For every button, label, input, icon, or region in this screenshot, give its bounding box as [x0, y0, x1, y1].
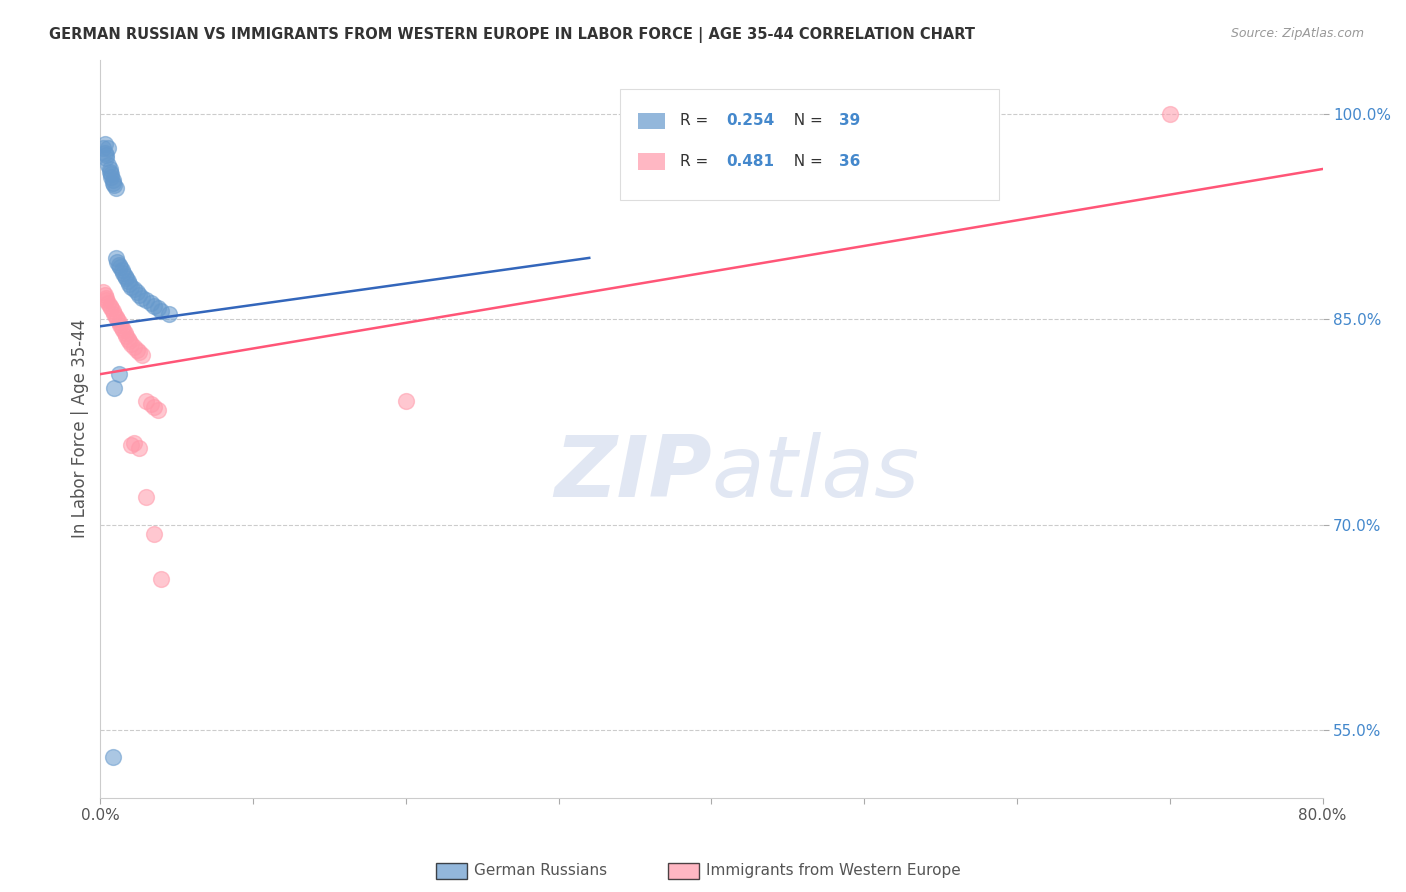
- Point: [148, 402, 170, 417]
- Point: [96, 148, 118, 162]
- Point: [107, 258, 129, 272]
- Point: [98, 165, 121, 179]
- Point: [142, 527, 165, 541]
- Point: [103, 178, 125, 193]
- Point: [101, 173, 124, 187]
- Point: [111, 263, 134, 277]
- Text: 36: 36: [838, 154, 860, 169]
- Point: [112, 266, 135, 280]
- Point: [117, 274, 139, 288]
- Point: [120, 279, 142, 293]
- Text: 0.481: 0.481: [725, 154, 775, 169]
- Point: [103, 381, 125, 395]
- Point: [122, 282, 145, 296]
- Text: R =: R =: [679, 113, 713, 128]
- Text: 39: 39: [838, 113, 860, 128]
- Point: [108, 260, 131, 275]
- Point: [131, 348, 153, 362]
- Point: [150, 304, 173, 318]
- Point: [128, 345, 150, 359]
- Point: [107, 315, 129, 329]
- Point: [98, 161, 121, 176]
- FancyBboxPatch shape: [620, 89, 998, 200]
- Point: [98, 299, 121, 313]
- Point: [150, 572, 173, 586]
- Text: R =: R =: [679, 154, 713, 169]
- Point: [96, 293, 118, 308]
- Point: [101, 304, 124, 318]
- Point: [125, 285, 148, 299]
- Point: [104, 181, 127, 195]
- Text: GERMAN RUSSIAN VS IMMIGRANTS FROM WESTERN EUROPE IN LABOR FORCE | AGE 35-44 CORR: GERMAN RUSSIAN VS IMMIGRANTS FROM WESTER…: [49, 27, 976, 43]
- Point: [128, 288, 150, 302]
- Y-axis label: In Labor Force | Age 35-44: In Labor Force | Age 35-44: [72, 319, 89, 539]
- Point: [93, 285, 115, 299]
- Point: [94, 288, 117, 302]
- Point: [135, 293, 157, 308]
- Point: [103, 307, 125, 321]
- Text: Source: ZipAtlas.com: Source: ZipAtlas.com: [1230, 27, 1364, 40]
- Text: atlas: atlas: [711, 432, 920, 515]
- Point: [104, 251, 127, 265]
- Point: [104, 310, 127, 324]
- Point: [118, 277, 141, 291]
- Point: [108, 318, 131, 332]
- Point: [112, 323, 135, 337]
- Point: [94, 137, 117, 152]
- Point: [157, 307, 180, 321]
- Point: [97, 296, 120, 310]
- Point: [125, 343, 148, 357]
- Point: [135, 394, 157, 409]
- Point: [94, 145, 117, 160]
- Point: [107, 367, 129, 381]
- Point: [118, 334, 141, 349]
- Point: [128, 441, 150, 455]
- Point: [93, 141, 115, 155]
- Point: [114, 268, 136, 283]
- Text: 0.254: 0.254: [725, 113, 775, 128]
- Point: [115, 329, 138, 343]
- Point: [111, 320, 134, 334]
- Point: [120, 438, 142, 452]
- FancyBboxPatch shape: [638, 153, 665, 169]
- Point: [97, 141, 120, 155]
- Text: ZIP: ZIP: [554, 432, 711, 515]
- Text: N =: N =: [783, 113, 827, 128]
- Point: [122, 435, 145, 450]
- Point: [105, 255, 128, 269]
- Point: [100, 170, 122, 185]
- Point: [97, 158, 120, 172]
- Point: [148, 301, 170, 316]
- Point: [120, 337, 142, 351]
- Point: [96, 151, 118, 165]
- Point: [139, 296, 162, 310]
- Point: [142, 299, 165, 313]
- Point: [135, 490, 157, 504]
- Text: Immigrants from Western Europe: Immigrants from Western Europe: [706, 863, 960, 878]
- Point: [131, 291, 153, 305]
- Point: [395, 394, 418, 409]
- FancyBboxPatch shape: [638, 112, 665, 129]
- Point: [115, 271, 138, 285]
- Point: [100, 168, 122, 182]
- Point: [101, 750, 124, 764]
- Point: [117, 332, 139, 346]
- Point: [101, 176, 124, 190]
- Text: German Russians: German Russians: [474, 863, 607, 878]
- Point: [142, 400, 165, 414]
- Point: [105, 312, 128, 326]
- Point: [114, 326, 136, 340]
- Text: N =: N =: [783, 154, 827, 169]
- Point: [122, 340, 145, 354]
- Point: [96, 291, 118, 305]
- Point: [1159, 107, 1181, 121]
- Point: [139, 397, 162, 411]
- Point: [100, 301, 122, 316]
